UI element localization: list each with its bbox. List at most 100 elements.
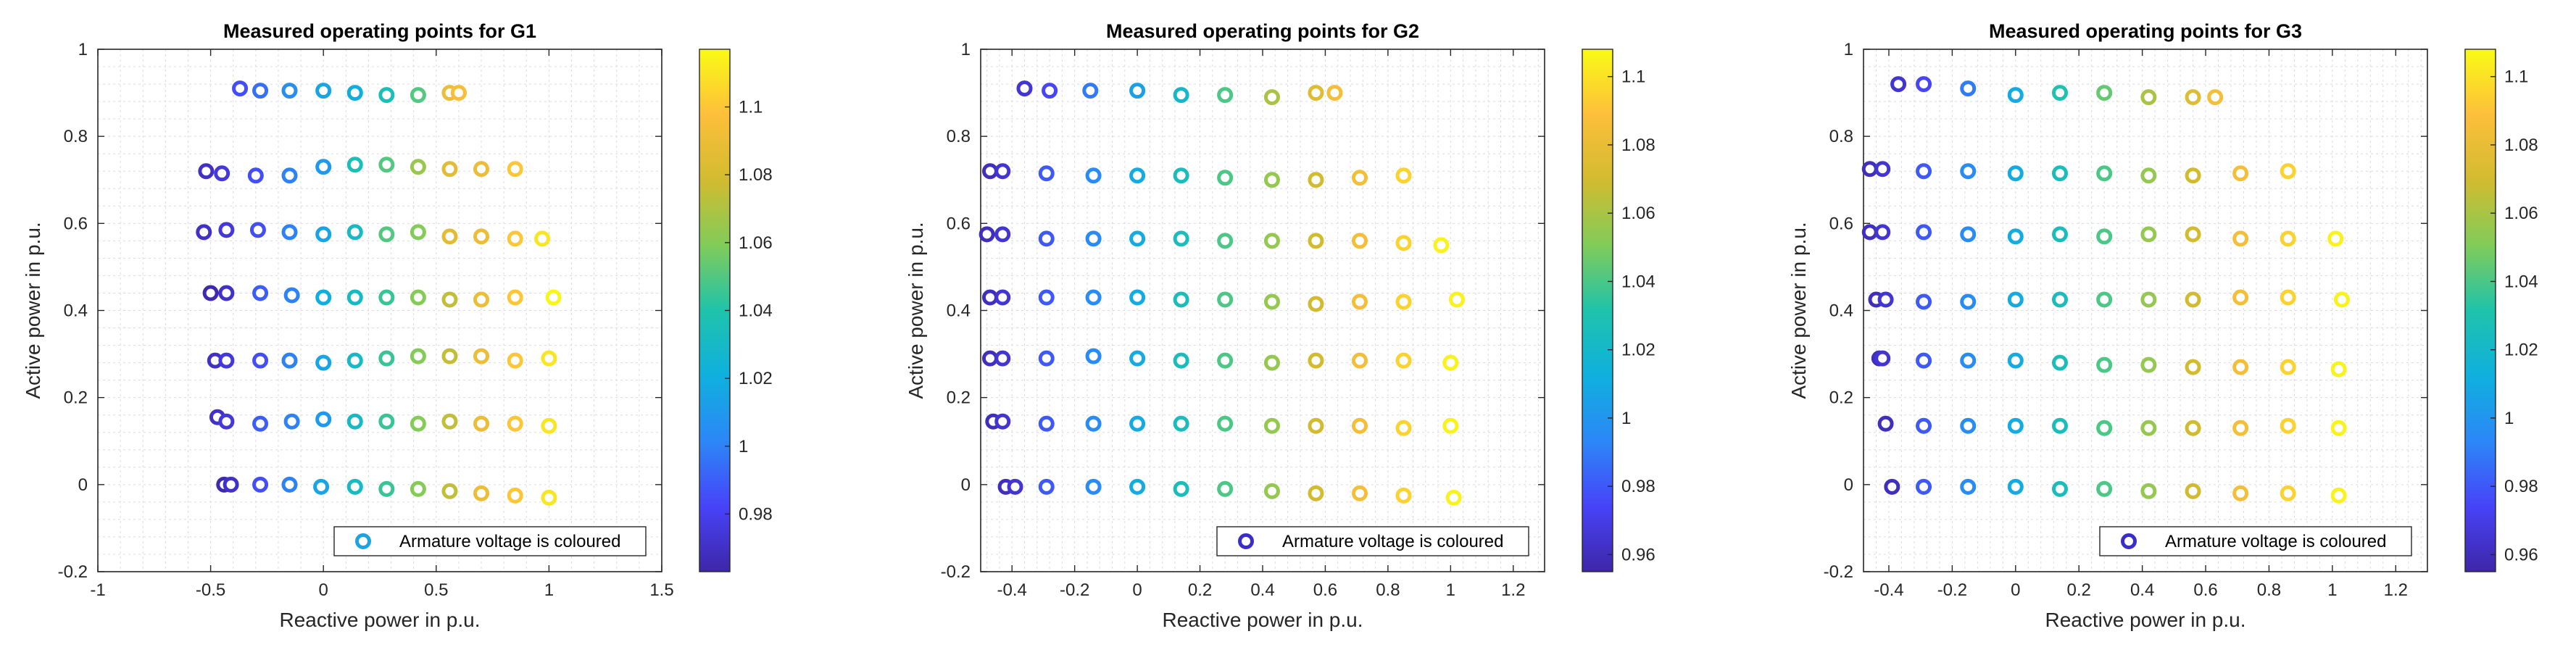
chart-3: -0.4 -0.2 0 0.2 0.4 0.6 0.8 1 1.2 -0.2 0 0.2 0.4 0.6 0… [1787,20,2538,631]
data-point [1082,83,1099,99]
data-point [1395,167,1412,184]
data-point [981,163,998,180]
data-point [981,350,998,367]
data-point [2185,167,2201,184]
y-tick-label: 0.8 [947,127,971,146]
data-point [2096,356,2113,373]
data-point [1038,415,1055,432]
data-point [1351,352,1368,369]
data-point [346,289,363,306]
data-point [1173,230,1189,247]
data-point [1263,483,1280,499]
circle-marker-icon [1238,533,1254,549]
circle-marker-icon [355,533,371,549]
data-point [1442,417,1459,434]
data-point [1085,348,1102,364]
data-point [2185,420,2201,436]
data-point [1351,233,1368,249]
data-point [218,285,235,301]
colorbar-tick-label: 1.08 [739,165,773,185]
data-point [378,350,395,367]
data-point [223,476,239,493]
data-point [281,167,298,184]
data-point [981,289,998,306]
data-point [315,354,332,371]
data-point [410,348,426,364]
data-point [283,413,300,430]
data-point [346,224,363,241]
data-point [441,228,458,245]
x-axis-label: Reactive power in p.u. [279,609,480,631]
data-point [2140,226,2157,243]
data-point [507,289,523,306]
data-point [545,289,562,306]
colorbar: 0.96 0.98 1 1.02 1.04 1.06 1.08 1.1 [2464,49,2538,572]
data-point [1085,478,1102,495]
data-point [1916,478,1932,495]
y-tick-label: 0.8 [64,127,88,146]
data-point [1395,352,1412,369]
colorbar-tick-label: 1.06 [739,233,773,253]
legend-label: Armature voltage is coloured [1282,532,1503,551]
data-point [378,226,395,243]
data-point [2232,230,2249,247]
data-point [541,489,557,506]
colorbar-bar [2464,49,2496,572]
colorbar-tick-label: 1.1 [2504,67,2528,87]
data-point [2280,163,2296,180]
colorbar-tick-label: 1.08 [1621,135,1655,155]
x-tick-label: 0.4 [1250,580,1274,600]
data-point [1877,415,1894,432]
legend: Armature voltage is coloured [1216,526,1529,556]
data-point [1960,80,1977,97]
y-tick-label: 0.4 [947,301,971,321]
colorbar-tick-label: 0.98 [1621,477,1655,496]
data-point [1874,161,1891,178]
data-point [1916,352,1932,369]
x-tick-label: 0.2 [1188,580,1212,600]
data-point [1085,415,1102,432]
data-point [378,413,395,430]
data-point [507,415,523,432]
colorbar-tick-label: 1 [2504,409,2514,428]
colorbar-tick-label: 1.04 [739,301,773,321]
data-point [1173,352,1189,369]
chart-title: Measured operating points for G3 [1989,20,2302,42]
data-point [1173,87,1189,104]
data-point [378,87,395,104]
legend-label: Armature voltage is coloured [2165,532,2386,551]
y-axis-label: Active power in p.u. [22,222,44,399]
y-tick-label: 0.6 [1829,214,1853,233]
data-point [1861,161,1878,178]
y-tick-label: 1 [78,40,88,59]
colorbar-tick-label: 1.1 [1621,67,1645,87]
data-points [196,80,562,506]
data-point [994,413,1011,430]
legend-box [1216,526,1529,556]
data-point [2327,230,2344,247]
data-point [473,228,490,245]
data-point [441,348,458,364]
data-point [994,163,1011,180]
data-point [346,478,363,495]
data-point [2051,165,2068,182]
data-point [1263,293,1280,310]
colorbar: 0.96 0.98 1 1.02 1.04 1.06 1.08 1.1 [1582,49,1655,572]
data-point [410,480,426,497]
y-tick-label: 0.2 [1829,388,1853,408]
chart-1: -1 -0.5 0 0.5 1 1.5 -0.2 0 0.2 0.4 0.6 0.8 1 Measured… [22,20,773,631]
data-point [1085,289,1102,306]
y-axis-label: Active power in p.u. [905,222,927,399]
y-tick-label: 0.4 [1829,301,1853,321]
data-point [252,476,269,493]
data-point [1874,224,1891,241]
data-point [1308,352,1324,369]
data-point [1129,415,1146,432]
data-point [1884,478,1900,495]
x-tick-label: 1.5 [649,580,673,600]
data-point [1129,289,1146,306]
data-point [2007,228,2024,245]
data-point [2232,420,2249,436]
y-tick-label: 0 [961,475,971,495]
